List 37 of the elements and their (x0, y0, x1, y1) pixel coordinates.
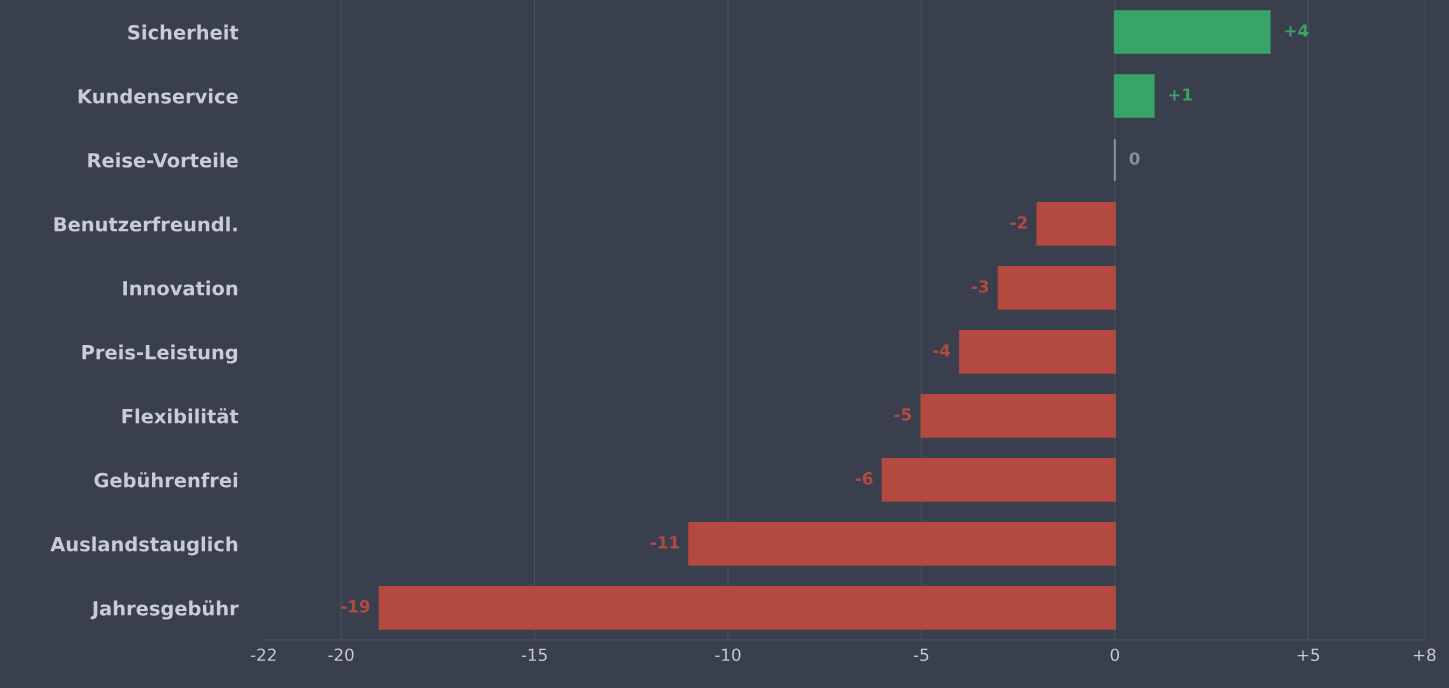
y-tick-label: Benutzerfreundl. (54, 216, 237, 232)
y-tick-label: Preis-Leistung (82, 344, 238, 364)
x-tick-label: 0 (1110, 648, 1120, 662)
data-label: +1 (1169, 88, 1192, 101)
data-label: 0 (1129, 152, 1140, 165)
y-tick-label: Gebührenfrei (94, 472, 238, 488)
bar (688, 522, 1116, 566)
data-label: -6 (855, 472, 873, 485)
data-label: -3 (971, 280, 989, 293)
data-label: -2 (1010, 216, 1027, 229)
data-label: -11 (650, 536, 679, 549)
y-tick-label: Auslandstauglich (50, 536, 238, 556)
bar (1036, 202, 1116, 246)
y-tick-label: Sicherheit (128, 24, 239, 40)
data-label: -4 (933, 344, 951, 357)
bar (959, 330, 1116, 374)
x-tick-label: +5 (1297, 648, 1320, 662)
x-tick-label: -22 (250, 648, 276, 661)
bar (1113, 74, 1155, 118)
bar (920, 394, 1116, 438)
x-tick-label: -5 (913, 648, 929, 662)
data-label: -19 (341, 600, 370, 613)
x-tick-label: -20 (328, 648, 354, 662)
y-tick-label: Flexibilität (122, 408, 239, 424)
x-tick-label: -15 (521, 648, 547, 662)
y-tick-label: Reise-Vorteile (88, 152, 238, 168)
x-tick-label: -10 (715, 648, 741, 662)
y-tick-label: Kundenservice (78, 88, 238, 104)
data-label: +4 (1285, 24, 1309, 37)
data-label: -5 (894, 408, 911, 421)
y-tick-label: Jahresgebühr (90, 600, 239, 620)
bar (378, 586, 1116, 630)
y-tick-label: Innovation (123, 280, 238, 296)
bar (881, 458, 1116, 502)
bar (1113, 10, 1271, 54)
x-tick-label: +8 (1413, 648, 1436, 662)
bar (997, 266, 1116, 310)
